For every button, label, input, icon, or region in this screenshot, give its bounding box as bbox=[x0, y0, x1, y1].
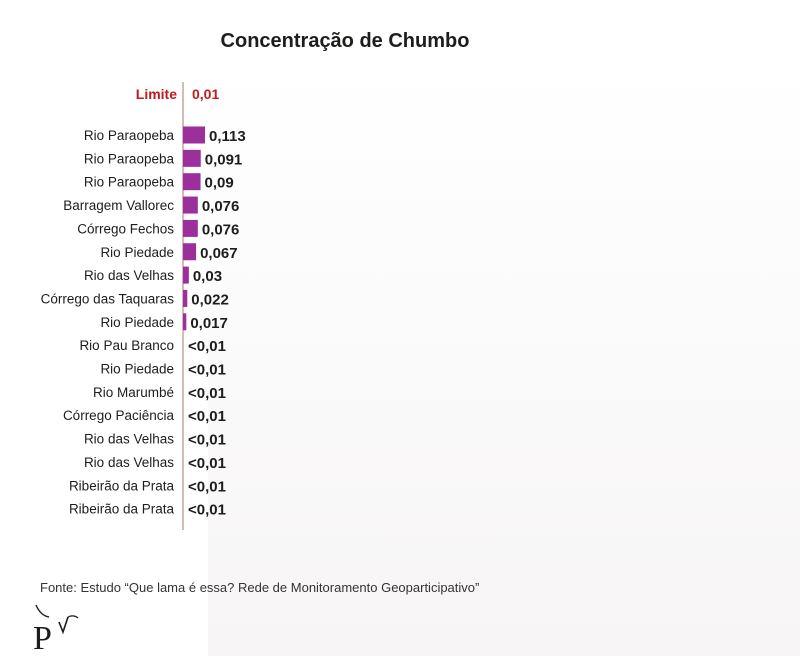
category-label: Rio Piedade bbox=[100, 245, 174, 260]
category-label: Rio Marumbé bbox=[93, 385, 174, 400]
category-label: Rio das Velhas bbox=[84, 268, 174, 283]
category-label: Rio das Velhas bbox=[84, 432, 174, 447]
data-label: <0,01 bbox=[188, 432, 226, 449]
category-label: Barragem Vallorec bbox=[63, 198, 174, 213]
category-label: Rio Paraopeba bbox=[84, 128, 175, 143]
category-label: Córrego das Taquaras bbox=[41, 291, 175, 306]
source-note: Fonte: Estudo “Que lama é essa? Rede de … bbox=[40, 580, 480, 595]
category-label: Ribeirão da Prata bbox=[69, 478, 175, 493]
data-label: <0,01 bbox=[188, 385, 226, 402]
data-label: 0,113 bbox=[209, 128, 246, 145]
data-label: 0,022 bbox=[191, 291, 229, 308]
data-label: <0,01 bbox=[188, 478, 226, 495]
plot-background bbox=[208, 68, 800, 656]
limit-label: Limite bbox=[136, 86, 177, 102]
logo-letter: P bbox=[33, 620, 52, 653]
category-label: Rio Pau Branco bbox=[79, 338, 174, 353]
bar bbox=[183, 126, 206, 144]
category-label: Rio Piedade bbox=[100, 315, 174, 330]
bar-chart: Limite 0,01 Rio Paraopeba 0,113 Rio Paraopeb… bbox=[41, 82, 246, 530]
publication-logo-icon: P bbox=[33, 604, 79, 653]
bar bbox=[183, 149, 201, 167]
category-label: Ribeirão da Prata bbox=[69, 502, 175, 517]
bar bbox=[183, 243, 197, 261]
data-label: 0,076 bbox=[202, 221, 240, 238]
data-label: <0,01 bbox=[188, 338, 226, 355]
data-label: <0,01 bbox=[188, 362, 226, 379]
bar bbox=[183, 219, 198, 237]
data-label: 0,076 bbox=[202, 198, 240, 215]
category-label: Rio das Velhas bbox=[84, 455, 174, 470]
bar bbox=[183, 313, 187, 331]
data-label: <0,01 bbox=[188, 502, 226, 519]
category-label: Rio Paraopeba bbox=[84, 175, 175, 190]
category-label: Rio Paraopeba bbox=[84, 151, 175, 166]
bar bbox=[183, 196, 198, 214]
data-label: <0,01 bbox=[188, 455, 226, 472]
data-label: 0,067 bbox=[200, 245, 238, 262]
data-label: <0,01 bbox=[188, 408, 226, 425]
data-label: 0,03 bbox=[193, 268, 222, 285]
data-label: 0,017 bbox=[190, 315, 228, 332]
data-label: 0,09 bbox=[205, 175, 234, 192]
category-label: Córrego Fechos bbox=[77, 221, 174, 236]
limit-value-label: 0,01 bbox=[192, 86, 219, 102]
bar bbox=[183, 266, 189, 284]
category-label: Rio Piedade bbox=[100, 362, 174, 377]
chart-title: Concentração de Chumbo bbox=[220, 30, 470, 52]
data-label: 0,091 bbox=[205, 151, 243, 168]
bar bbox=[183, 289, 188, 307]
bar bbox=[183, 173, 201, 191]
category-label: Córrego Paciência bbox=[63, 408, 175, 423]
